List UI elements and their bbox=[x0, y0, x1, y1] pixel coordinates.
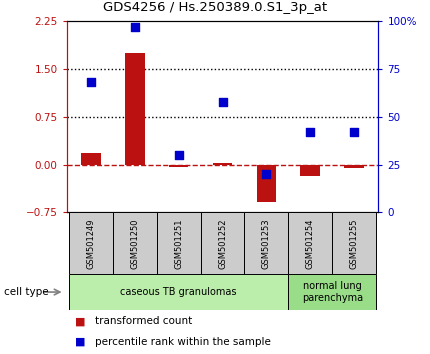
Bar bbox=[125, 53, 144, 165]
Point bbox=[131, 24, 138, 30]
Text: ■: ■ bbox=[75, 337, 86, 347]
Text: cell type: cell type bbox=[4, 287, 49, 297]
Text: GSM501254: GSM501254 bbox=[306, 218, 315, 269]
Text: GSM501251: GSM501251 bbox=[174, 218, 183, 269]
Text: percentile rank within the sample: percentile rank within the sample bbox=[95, 337, 270, 347]
Bar bbox=[289, 212, 332, 274]
Text: caseous TB granulomas: caseous TB granulomas bbox=[120, 287, 237, 297]
Bar bbox=[257, 165, 276, 201]
Text: transformed count: transformed count bbox=[95, 316, 192, 326]
Bar bbox=[245, 212, 289, 274]
Bar bbox=[169, 165, 188, 166]
Text: GSM501253: GSM501253 bbox=[262, 218, 271, 269]
Bar bbox=[113, 212, 157, 274]
Text: GDS4256 / Hs.250389.0.S1_3p_at: GDS4256 / Hs.250389.0.S1_3p_at bbox=[103, 1, 327, 14]
Text: normal lung
parenchyma: normal lung parenchyma bbox=[302, 281, 363, 303]
Bar bbox=[289, 274, 376, 310]
Point bbox=[219, 99, 226, 104]
Bar bbox=[69, 274, 289, 310]
Bar bbox=[344, 165, 364, 169]
Text: GSM501255: GSM501255 bbox=[350, 218, 359, 269]
Point bbox=[263, 171, 270, 177]
Point bbox=[351, 129, 358, 135]
Bar bbox=[332, 212, 376, 274]
Text: GSM501249: GSM501249 bbox=[86, 218, 95, 269]
Text: ■: ■ bbox=[75, 316, 86, 326]
Text: GSM501252: GSM501252 bbox=[218, 218, 227, 269]
Bar bbox=[200, 212, 245, 274]
Point bbox=[175, 152, 182, 158]
Bar bbox=[157, 212, 200, 274]
Text: GSM501250: GSM501250 bbox=[130, 218, 139, 269]
Bar bbox=[69, 212, 113, 274]
Point bbox=[307, 129, 314, 135]
Bar bbox=[301, 165, 320, 176]
Bar bbox=[213, 163, 232, 165]
Bar bbox=[81, 153, 101, 165]
Point bbox=[87, 80, 94, 85]
